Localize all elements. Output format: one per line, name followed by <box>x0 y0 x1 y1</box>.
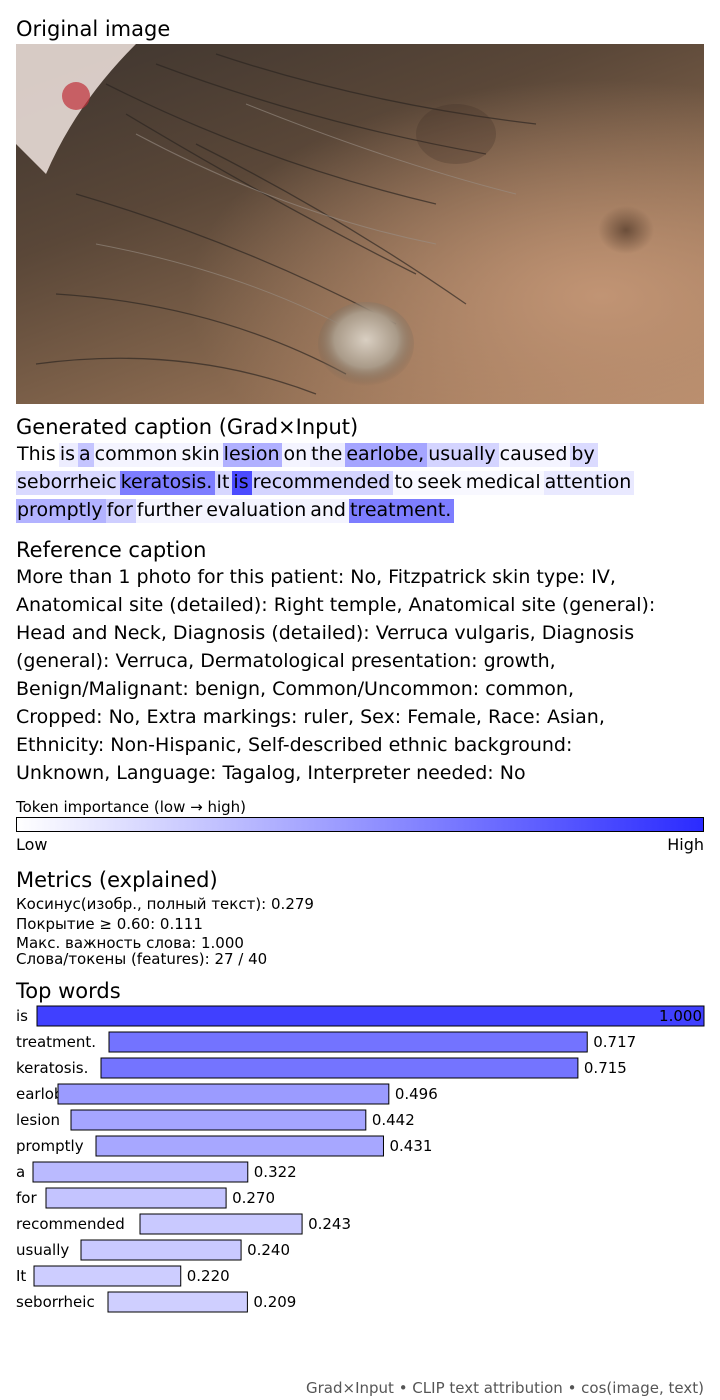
photo-illustration <box>16 44 704 404</box>
caption-token: promptly <box>16 499 106 523</box>
generated-caption: This is a common skin lesion on the earlobe, usua… <box>16 440 716 524</box>
bar <box>107 1291 248 1313</box>
reference-caption-line: Unknown, Language: Tagalog, Interpreter … <box>16 762 526 784</box>
bar-value-label: 1.000 <box>659 1007 702 1025</box>
skin-lesion-photo <box>16 44 704 404</box>
caption-token: lesion <box>222 443 283 467</box>
reference-caption-line: Anatomical site (detailed): Right temple… <box>16 594 656 616</box>
metrics-title: Metrics (explained) <box>16 868 218 892</box>
bar <box>95 1135 384 1157</box>
bar-category-label: is <box>16 1007 28 1025</box>
bar <box>45 1187 227 1209</box>
caption-token: seek <box>416 471 465 495</box>
bar <box>108 1031 588 1053</box>
caption-token: This <box>17 443 56 465</box>
caption-token: earlobe, <box>345 443 428 467</box>
caption-token: attention <box>543 471 635 495</box>
caption-token: on <box>282 443 311 467</box>
top-words-title: Top words <box>16 979 121 1003</box>
bar-category-label: promptly <box>16 1137 84 1155</box>
bar <box>57 1083 390 1105</box>
bar <box>80 1239 242 1261</box>
caption-token: It <box>215 471 233 495</box>
metric-words-tokens: Слова/токены (features): 27 / 40 <box>16 950 268 968</box>
caption-token: and <box>309 499 349 523</box>
bar-value-label: 0.715 <box>584 1059 627 1077</box>
importance-colorbar <box>16 817 704 832</box>
caption-token: a <box>78 443 94 467</box>
bar <box>70 1109 367 1131</box>
caption-token: caused <box>498 443 571 467</box>
bar-category-label: treatment. <box>16 1033 96 1051</box>
generated-caption-line: This is a common skin lesion on the earlobe, usua… <box>16 440 716 468</box>
bar-category-label: for <box>16 1189 37 1207</box>
colorbar-high-label: High <box>667 835 704 854</box>
bar <box>100 1057 579 1079</box>
caption-token: usually <box>427 443 499 467</box>
caption-token: skin <box>180 443 223 467</box>
bar-value-label: 0.209 <box>253 1293 296 1311</box>
bar-category-label: a <box>16 1163 25 1181</box>
bar-category-label: keratosis. <box>16 1059 88 1077</box>
bar-value-label: 0.240 <box>247 1241 290 1259</box>
reference-caption-line: Head and Neck, Diagnosis (detailed): Ver… <box>16 622 635 644</box>
colorbar-title: Token importance (low → high) <box>16 798 247 816</box>
caption-token: seborrheic <box>16 471 120 495</box>
caption-token: further <box>135 499 206 523</box>
original-image-title: Original image <box>16 17 171 41</box>
reference-caption-line: Ethnicity: Non-Hispanic, Self-described … <box>16 734 573 756</box>
bar <box>32 1161 249 1183</box>
bar-category-label: It <box>16 1267 26 1285</box>
caption-token: evaluation <box>205 499 310 523</box>
caption-token: medical <box>464 471 544 495</box>
bar-category-label: seborrheic <box>16 1293 95 1311</box>
reference-caption-title: Reference caption <box>16 538 207 562</box>
bar-value-label: 0.220 <box>187 1267 230 1285</box>
bar-value-label: 0.431 <box>389 1137 432 1155</box>
bar <box>36 1005 705 1027</box>
caption-token: keratosis. <box>119 471 216 495</box>
bar-category-label: lesion <box>16 1111 60 1129</box>
caption-token: for <box>105 499 136 523</box>
bar-value-label: 0.322 <box>254 1163 297 1181</box>
caption-token: treatment. <box>348 499 455 523</box>
caption-token: is <box>232 471 252 495</box>
generated-caption-line: promptly for further evaluation and treatment… <box>16 496 716 524</box>
caption-token: common <box>93 443 181 467</box>
bar-value-label: 0.442 <box>372 1111 415 1129</box>
caption-token: recommended <box>251 471 394 495</box>
metric-cosine: Косинус(изобр., полный текст): 0.279 <box>16 895 314 913</box>
bar <box>139 1213 303 1235</box>
caption-token: to <box>393 471 417 495</box>
reference-caption-line: More than 1 photo for this patient: No, … <box>16 566 616 588</box>
bar-category-label: recommended <box>16 1215 125 1233</box>
reference-caption: More than 1 photo for this patient: No, … <box>16 563 716 787</box>
footer-note: Grad×Input • CLIP text attribution • cos… <box>306 1379 704 1397</box>
bar-value-label: 0.243 <box>308 1215 351 1233</box>
reference-caption-line: (general): Verruca, Dermatological prese… <box>16 650 556 672</box>
bar-value-label: 0.270 <box>232 1189 275 1207</box>
bar-category-label: usually <box>16 1241 69 1259</box>
colorbar-low-label: Low <box>16 835 48 854</box>
reference-caption-line: Benign/Malignant: benign, Common/Uncommo… <box>16 678 574 700</box>
metric-coverage: Покрытие ≥ 0.60: 0.111 <box>16 915 203 933</box>
reference-caption-line: Cropped: No, Extra markings: ruler, Sex:… <box>16 706 605 728</box>
generated-caption-title: Generated caption (Grad×Input) <box>16 415 359 439</box>
generated-caption-line: seborrheic keratosis. It is recommended to see… <box>16 468 716 496</box>
bar-value-label: 0.496 <box>395 1085 438 1103</box>
caption-token: is <box>58 443 79 467</box>
bar <box>33 1265 182 1287</box>
caption-token: by <box>570 443 598 467</box>
caption-token: the <box>310 443 346 467</box>
bar-value-label: 0.717 <box>593 1033 636 1051</box>
metric-max-importance: Макс. важность слова: 1.000 <box>16 934 244 952</box>
